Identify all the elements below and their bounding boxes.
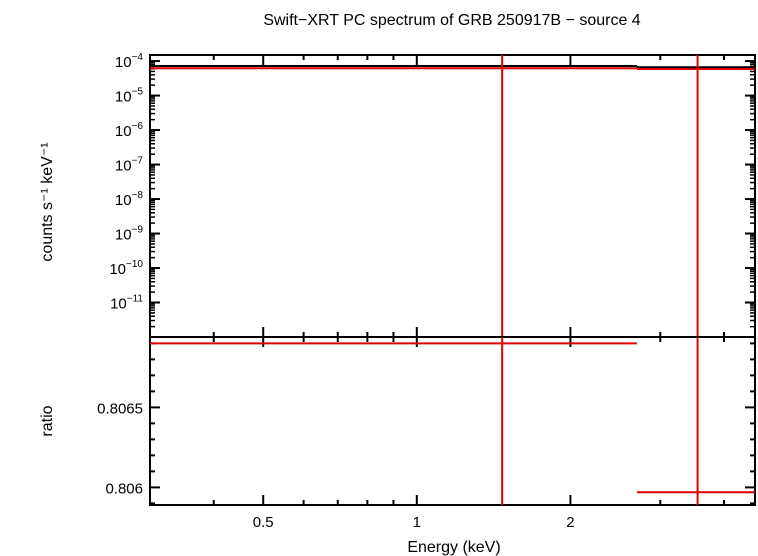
ratio-frame (149, 336, 756, 506)
ratio-y-tick-label: 0.8065 (97, 400, 143, 417)
spectrum-y-tick-label: 10−10 (109, 259, 143, 278)
chart-title: Swift−XRT PC spectrum of GRB 250917B − s… (263, 12, 640, 29)
spectrum-y-tick-label: 10−8 (115, 190, 144, 209)
x-axis-title: Energy (keV) (407, 539, 500, 556)
y-axis-title-ratio: ratio (39, 405, 56, 436)
spectrum-y-tick-label: 10−11 (110, 294, 143, 313)
spectrum-y-tick-label: 10−6 (115, 121, 144, 140)
spectrum-y-tick-label: 10−5 (115, 87, 144, 106)
x-tick-label: 1 (413, 514, 421, 531)
ratio-y-tick-label: 0.806 (105, 480, 143, 497)
ratio-panel: 0.5 1 2 0.806 0.8065 (97, 336, 756, 531)
spectrum-y-tick-label: 10−7 (115, 156, 144, 175)
spectrum-y-tick-label: 10−4 (115, 52, 144, 71)
spectrum-frame (149, 54, 756, 338)
x-tick-label: 0.5 (253, 514, 274, 531)
spectrum-y-tick-label: 10−9 (115, 225, 144, 244)
x-tick-label: 2 (566, 514, 574, 531)
spectrum-panel: 10−4 10−5 10−6 10−7 10−8 10−9 10−10 10−11 (109, 52, 756, 338)
y-axis-title-spectrum: counts s⁻¹ keV⁻¹ (39, 142, 56, 261)
